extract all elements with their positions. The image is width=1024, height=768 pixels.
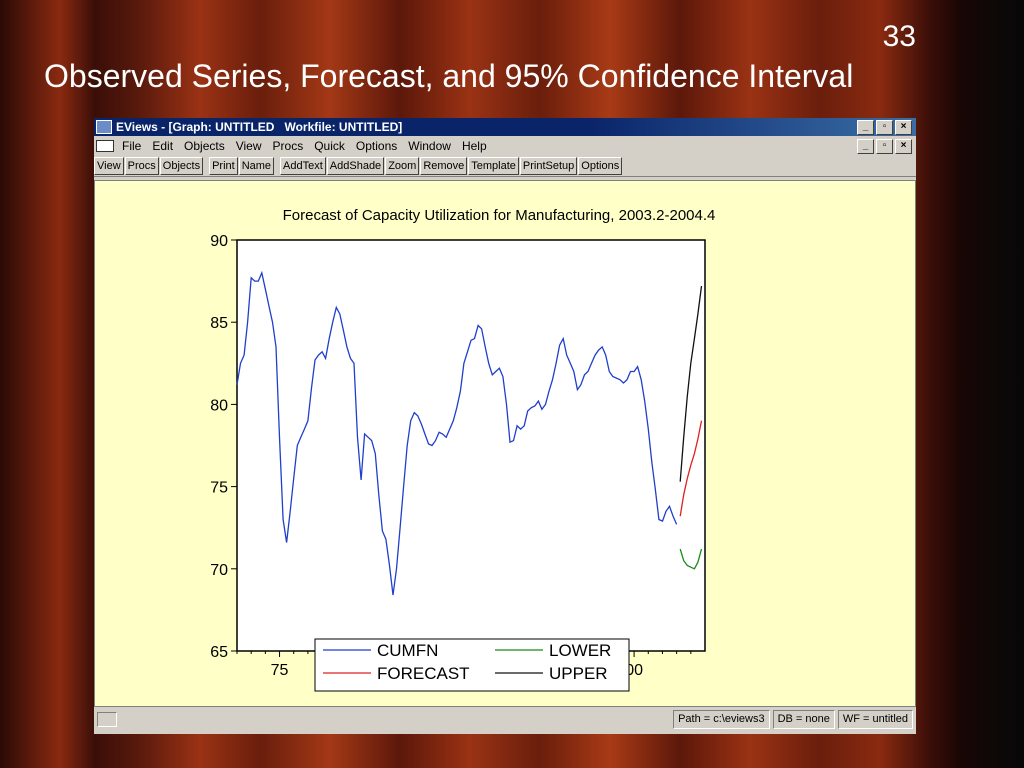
- toolbar-procs-button[interactable]: Procs: [124, 157, 159, 175]
- series-lower-line: [679, 548, 703, 570]
- child-window-controls: _ ▫ ×: [857, 139, 912, 154]
- menu-item-edit[interactable]: Edit: [152, 139, 174, 153]
- restore-button[interactable]: ▫: [876, 120, 893, 135]
- menu-item-file[interactable]: File: [122, 139, 142, 153]
- menu-item-options[interactable]: Options: [355, 139, 398, 153]
- plot-frame: [236, 239, 706, 652]
- child-close-button[interactable]: ×: [895, 139, 912, 154]
- slide-number: 33: [882, 20, 916, 53]
- toolbar-addtext-button[interactable]: AddText: [280, 157, 326, 175]
- y-tick-label: 75: [210, 480, 228, 497]
- toolbar-printsetup-button[interactable]: PrintSetup: [519, 157, 578, 175]
- series-cumfn-line: [236, 270, 678, 596]
- close-button[interactable]: ×: [895, 120, 912, 135]
- window-titlebar[interactable]: EViews - [Graph: UNTITLED Workfile: UNTI…: [94, 118, 916, 136]
- legend-label-cumfn: CUMFN: [377, 641, 438, 660]
- chart-svg: Forecast of Capacity Utilization for Man…: [210, 207, 716, 692]
- toolbar-print-button[interactable]: Print: [209, 157, 238, 175]
- chart-title: Forecast of Capacity Utilization for Man…: [283, 207, 716, 224]
- y-tick-label: 65: [210, 644, 228, 661]
- status-input[interactable]: [97, 711, 117, 727]
- slide-title: Observed Series, Forecast, and 95% Confi…: [44, 58, 854, 94]
- menu-item-objects[interactable]: Objects: [184, 139, 225, 153]
- status-path: Path = c:\eviews3: [673, 709, 770, 729]
- document-icon[interactable]: [96, 140, 114, 152]
- menu-item-view[interactable]: View: [235, 139, 262, 153]
- y-tick-label: 70: [210, 562, 228, 579]
- y-tick-label: 85: [210, 315, 228, 332]
- child-restore-button[interactable]: ▫: [876, 139, 893, 154]
- x-tick-label: 00: [625, 662, 643, 679]
- toolbar-objects-button[interactable]: Objects: [159, 157, 204, 175]
- toolbar-name-button[interactable]: Name: [238, 157, 275, 175]
- series-upper-line: [679, 285, 703, 482]
- menu-item-window[interactable]: Window: [408, 139, 451, 153]
- status-bar: Path = c:\eviews3 DB = none WF = untitle…: [94, 708, 916, 730]
- toolbar-template-button[interactable]: Template: [468, 157, 519, 175]
- minimize-button[interactable]: _: [857, 120, 874, 135]
- toolbar-addshade-button[interactable]: AddShade: [326, 157, 385, 175]
- toolbar-view-button[interactable]: View: [94, 157, 124, 175]
- child-minimize-button[interactable]: _: [857, 139, 874, 154]
- graph-toolbar: View Procs Objects Print Name AddText AddShade…: [94, 156, 916, 177]
- menu-item-help[interactable]: Help: [461, 139, 487, 153]
- graph-area: Forecast of Capacity Utilization for Man…: [94, 180, 916, 707]
- status-db: DB = none: [772, 709, 835, 729]
- toolbar-remove-button[interactable]: Remove: [420, 157, 468, 175]
- y-tick-label: 80: [210, 397, 228, 414]
- toolbar-options-button[interactable]: Options: [578, 157, 623, 175]
- curtain-shadow: [954, 0, 1024, 768]
- eviews-window: EViews - [Graph: UNTITLED Workfile: UNTI…: [94, 118, 916, 734]
- menu-item-procs[interactable]: Procs: [272, 139, 304, 153]
- legend-box: [314, 638, 630, 692]
- eviews-app-icon[interactable]: [96, 120, 112, 134]
- legend-label-forecast: FORECAST: [377, 664, 470, 683]
- legend-label-upper: UPPER: [549, 664, 608, 683]
- series-forecast-line: [679, 420, 703, 517]
- x-tick-label: 75: [271, 662, 289, 679]
- legend-label-lower: LOWER: [549, 641, 611, 660]
- y-tick-label: 90: [210, 233, 228, 250]
- window-title: EViews - [Graph: UNTITLED Workfile: UNTI…: [116, 120, 403, 134]
- status-wf: WF = untitled: [837, 709, 913, 729]
- menu-bar: File Edit Objects View Procs Quick Options Wind…: [94, 136, 916, 156]
- toolbar-zoom-button[interactable]: Zoom: [385, 157, 420, 175]
- window-controls: _ ▫ ×: [857, 120, 912, 135]
- menu-item-quick[interactable]: Quick: [314, 139, 345, 153]
